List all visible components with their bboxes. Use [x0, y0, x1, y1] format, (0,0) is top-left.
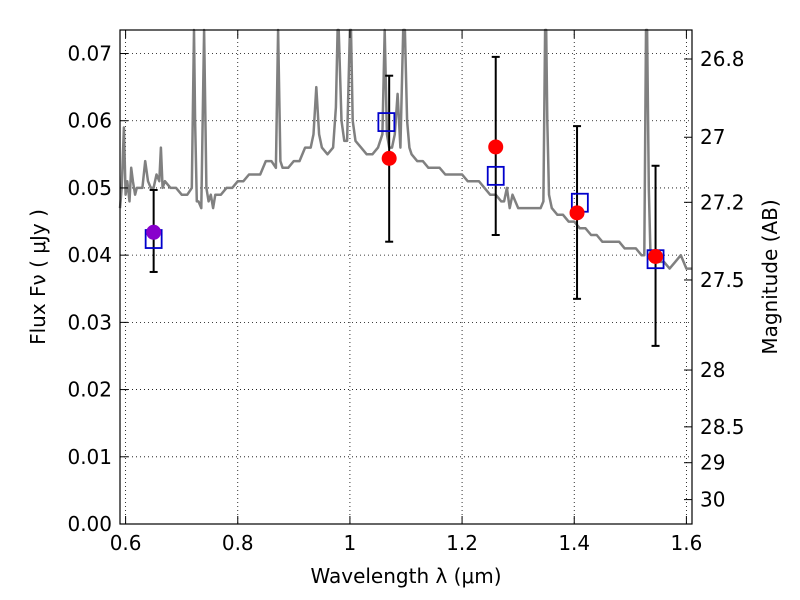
- spectrum-line: [118, 28, 692, 270]
- x-tick-label: 1.4: [558, 531, 590, 555]
- photometry-point: [569, 205, 585, 221]
- photometry-point: [146, 224, 162, 240]
- model-square-marker: [486, 165, 505, 186]
- y2-tick-label: 26.8: [700, 47, 745, 71]
- x-tick-label: 1.6: [670, 531, 702, 555]
- y2-tick-label: 29: [700, 451, 725, 475]
- y-tick-label: 0.00: [67, 512, 112, 536]
- y-tick-label: 0.05: [67, 176, 112, 200]
- y-tick-label: 0.02: [67, 378, 112, 402]
- y2-tick-label: 28.5: [700, 415, 745, 439]
- y-tick-label: 0.07: [67, 42, 112, 66]
- errorbar-layer: [149, 55, 660, 347]
- photometry-point: [648, 249, 664, 265]
- y-axis-ticks: 0.00 0.01 0.02 0.03 0.04 0.05 0.06 0.07: [67, 42, 128, 536]
- spectrum-layer: [118, 28, 692, 270]
- y-axis-label: Flux Fν ( μJy ): [26, 209, 50, 345]
- photometry-point: [381, 150, 397, 166]
- y2-axis-label: Magnitude (AB): [758, 199, 782, 354]
- y-tick-label: 0.06: [67, 109, 112, 133]
- x-tick-label: 1: [344, 531, 357, 555]
- x-tick-label: 0.6: [110, 531, 142, 555]
- y2-tick-label: 30: [700, 488, 725, 512]
- y2-tick-label: 27.5: [700, 268, 745, 292]
- y2-axis-ticks: 26.8 27 27.2 27.5 28 28.5 29 30: [684, 47, 745, 512]
- x-tick-label: 0.8: [222, 531, 254, 555]
- y2-tick-label: 27.2: [700, 190, 745, 214]
- y-tick-label: 0.04: [67, 243, 112, 267]
- marker-layer: [144, 112, 665, 270]
- x-axis-ticks: 0.6 0.8 1 1.2 1.4 1.6: [110, 30, 702, 555]
- y-tick-label: 0.03: [67, 310, 112, 334]
- plot-frame: [119, 29, 693, 525]
- x-tick-label: 1.2: [446, 531, 478, 555]
- model-square-marker: [377, 112, 396, 132]
- y2-tick-label: 27: [700, 125, 725, 149]
- x-axis-label: Wavelength λ (μm): [310, 564, 501, 588]
- y-tick-label: 0.01: [67, 445, 112, 469]
- photometry-point: [488, 139, 504, 155]
- y2-tick-label: 28: [700, 358, 725, 382]
